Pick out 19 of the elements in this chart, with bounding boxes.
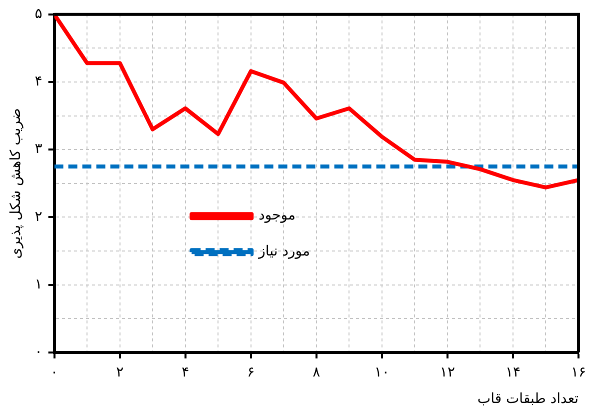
x-tick-label: ۰ (50, 364, 58, 380)
x-tick-label: ۲ (116, 364, 124, 380)
y-tick-label: ۵ (34, 6, 42, 22)
y-tick-label: ۰ (34, 344, 42, 360)
x-axis-title: تعداد طبقات قاب (477, 391, 579, 408)
x-tick-label: ۱۲ (440, 364, 455, 380)
x-tick-label: ۱۰ (374, 364, 390, 380)
y-axis-title: ضریب کاهش شکل پذیری (8, 108, 24, 259)
legend-label: مورد نیاز (258, 244, 310, 260)
x-tick-label: ۱۶ (570, 364, 586, 380)
y-tick-label: ۴ (34, 74, 42, 90)
legend-label: موجود (258, 208, 296, 224)
y-tick-label: ۲ (34, 208, 42, 225)
y-tick-label: ۳ (34, 141, 43, 158)
x-tick-label: ۶ (247, 364, 255, 380)
x-tick-label: ۱۴ (505, 364, 520, 380)
x-tick-label: ۴ (182, 364, 190, 380)
x-tick-label: ۸ (312, 364, 321, 380)
y-tick-label: ۱ (34, 276, 42, 292)
